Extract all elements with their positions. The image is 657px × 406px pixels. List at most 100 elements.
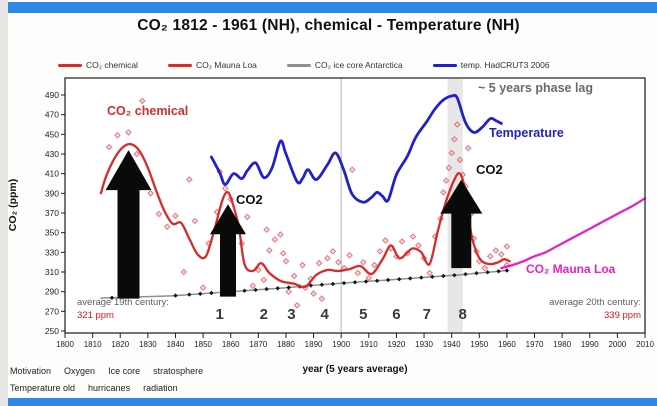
ice-core-marker <box>485 270 490 275</box>
scatter-point <box>498 250 505 258</box>
legend-label: CO₂ chemical <box>86 60 138 70</box>
average-20th-value: 339 ppm <box>604 309 641 321</box>
scatter-point <box>277 231 284 238</box>
scatter-point <box>282 257 290 265</box>
scatter-point <box>440 189 447 196</box>
scatter-point <box>260 276 268 284</box>
mauna-loa-curve <box>500 197 647 270</box>
legend-item-temperature: temp. HadCRUT3 2006 <box>432 60 550 70</box>
y-tick-label: 470 <box>45 110 59 120</box>
scatter-point <box>290 272 298 280</box>
x-tick-label: 2000 <box>608 340 626 349</box>
x-tick-label: 1850 <box>194 340 212 349</box>
y-tick-label: 370 <box>45 208 59 218</box>
temperature-curve <box>209 93 503 204</box>
ice-core-marker <box>419 275 424 280</box>
keyword-row-1: Motivation Oxygen Ice core stratosphere <box>10 366 216 376</box>
keyword: Oxygen <box>64 366 96 376</box>
red-line-swatch <box>167 63 192 67</box>
average-19th-value: 321 ppm <box>77 309 114 321</box>
scatter-point <box>271 236 279 243</box>
legend-label: CO₂ Mauna Loa <box>195 60 257 70</box>
keyword: Temperature old <box>10 383 76 393</box>
scatter-point <box>445 164 453 172</box>
chart-legend: CO₂ chemical CO₂ Mauna Loa CO₂ ice core … <box>58 60 550 70</box>
x-tick-label: 1960 <box>498 340 516 349</box>
ice-core-marker <box>286 285 291 290</box>
annotation-mauna-loa: CO₂ Mauna Loa <box>526 262 616 276</box>
scatter-point <box>243 213 251 221</box>
scatter-point <box>293 302 301 309</box>
average-19th-label: average 19th century: <box>77 297 169 308</box>
ice-core-marker <box>341 280 347 286</box>
y-tick-label: 410 <box>45 169 59 179</box>
x-tick-label: 1950 <box>470 340 488 349</box>
keyword-row-2: Temperature old hurricanes radiation <box>10 383 191 393</box>
x-tick-label: 1870 <box>249 340 267 349</box>
y-tick-label: 310 <box>45 267 59 277</box>
ice-core-marker <box>253 287 258 293</box>
ice-core-marker <box>385 277 391 283</box>
event-number-7: 7 <box>423 306 431 323</box>
scatter-point <box>398 238 406 245</box>
annotation-co2-chemical: CO₂ chemical <box>107 104 189 118</box>
y-tick-label: 490 <box>45 90 59 100</box>
average-20th-century: average 20th century: 339 ppm <box>549 297 641 322</box>
scatter-point <box>329 248 337 255</box>
scatter-point <box>448 149 456 157</box>
x-tick-label: 1980 <box>553 340 571 349</box>
scatter-point <box>481 264 489 272</box>
ice-core-marker <box>209 290 214 296</box>
keyword: radiation <box>143 383 178 393</box>
scatter-point <box>221 185 229 192</box>
keyword: Ice core <box>108 366 141 376</box>
scatter-point <box>199 284 207 292</box>
event-number-3: 3 <box>287 306 295 323</box>
x-tick-label: 1930 <box>415 340 433 349</box>
x-axis-title: year (5 years average) <box>302 364 408 375</box>
scatter-point <box>453 121 461 128</box>
x-tick-label: 1890 <box>305 340 323 349</box>
ice-core-marker <box>496 269 501 274</box>
annotation-temperature: Temperature <box>489 126 564 140</box>
scatter-point <box>125 129 132 136</box>
scatter-point <box>456 156 464 164</box>
legend-item-co2-mauna-loa: CO₂ Mauna Loa <box>167 60 257 70</box>
x-tick-label: 1860 <box>222 340 240 349</box>
ice-core-marker <box>430 274 435 279</box>
plot-border <box>64 77 646 334</box>
annotation-co2-1940-peak: CO2 <box>476 162 503 177</box>
x-tick-label: 1990 <box>581 340 599 349</box>
scatter-point <box>354 269 362 277</box>
blue-line-swatch <box>432 63 457 67</box>
average-19th-century: average 19th century: 321 ppm <box>77 297 169 322</box>
ice-core-marker <box>397 277 402 282</box>
ice-core-marker <box>408 276 413 281</box>
x-tick-label: 1800 <box>56 340 74 349</box>
ice-core-marker <box>109 295 115 300</box>
scatter-point <box>163 223 171 231</box>
event-number-1: 1 <box>215 306 223 323</box>
up-arrow-1 <box>105 150 152 299</box>
scatter-point <box>180 268 188 276</box>
annotation-co2-1860-peak: CO2 <box>236 192 263 207</box>
scatter-point <box>185 176 193 183</box>
y-tick-label: 270 <box>45 306 59 316</box>
legend-item-co2-chemical: CO₂ chemical <box>58 60 138 70</box>
event-number-6: 6 <box>392 306 400 323</box>
x-tick-label: 1970 <box>526 340 544 349</box>
ice-core-marker <box>187 292 192 297</box>
event-number-5: 5 <box>359 306 367 323</box>
scatter-point <box>346 251 353 259</box>
scatter-point <box>376 248 384 255</box>
scatter-point <box>486 252 494 260</box>
annotation-phase-lag: ~ 5 years phase lag <box>478 81 594 95</box>
co2-chemical-curve <box>99 142 511 289</box>
x-tick-label: 1940 <box>443 340 461 349</box>
scatter-point <box>324 254 331 262</box>
x-tick-label: 1810 <box>84 340 102 349</box>
x-tick-label: 1900 <box>332 340 350 349</box>
x-tick-label: 1910 <box>360 340 378 349</box>
y-axis-title: CO₂ (ppm) <box>7 179 19 232</box>
